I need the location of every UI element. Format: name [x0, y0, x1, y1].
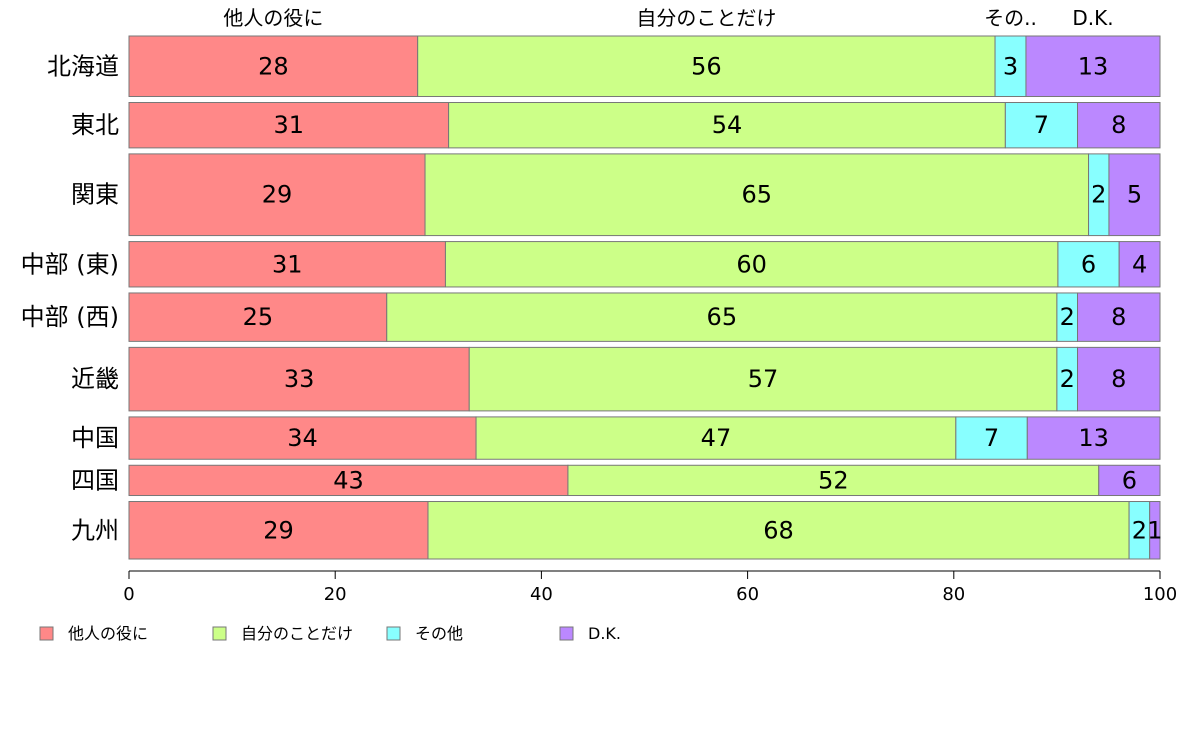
segment-label: 7 — [984, 424, 999, 452]
segment-label: 31 — [274, 111, 305, 139]
legend-swatch — [386, 626, 401, 641]
bar-segment — [1077, 102, 1161, 149]
segment-label: 47 — [701, 424, 732, 452]
bar-segment — [1077, 346, 1161, 412]
bar-segment — [128, 416, 477, 460]
segment-label: 31 — [272, 250, 303, 278]
segment-label: 2 — [1060, 303, 1075, 331]
bar-segment — [1077, 292, 1161, 342]
bar-segment — [427, 501, 1130, 560]
top-series-label: その.. — [984, 6, 1037, 30]
segment-label: 60 — [736, 250, 767, 278]
segment-label: 13 — [1078, 424, 1109, 452]
bar-segment — [468, 346, 1058, 412]
segment-label: 54 — [712, 111, 743, 139]
legend-label: 他人の役に — [68, 624, 148, 643]
segment-label: 6 — [1081, 250, 1096, 278]
category-label: 九州 — [71, 516, 119, 544]
segment-label: 7 — [1034, 111, 1049, 139]
bar-segment — [128, 35, 419, 98]
bar-segment — [444, 241, 1059, 288]
bar-segment — [1025, 35, 1161, 98]
segment-label: 52 — [818, 466, 849, 494]
segment-label: 5 — [1127, 181, 1142, 209]
bar-segment — [1098, 464, 1161, 497]
x-tick-label: 40 — [530, 584, 553, 605]
top-series-label: 他人の役に — [223, 6, 323, 30]
x-tick-label: 0 — [123, 584, 134, 605]
segment-label: 33 — [284, 365, 315, 393]
bar-segment — [128, 102, 450, 149]
bar-segment — [386, 292, 1058, 342]
segment-label: 65 — [742, 181, 773, 209]
bar-segment — [955, 416, 1028, 460]
segment-label: 43 — [333, 466, 364, 494]
legend-label: その他 — [415, 624, 463, 643]
bar-segment — [1118, 241, 1161, 288]
segment-label: 68 — [763, 516, 794, 544]
segment-label: 6 — [1122, 466, 1137, 494]
category-label: 中国 — [71, 424, 119, 452]
segment-label: 57 — [748, 365, 779, 393]
bar-segment — [567, 464, 1100, 497]
segment-label: 8 — [1111, 111, 1126, 139]
x-tick-label: 100 — [1143, 584, 1177, 605]
segment-label: 4 — [1132, 250, 1147, 278]
segment-label: 25 — [243, 303, 274, 331]
legend-swatch — [559, 626, 574, 641]
bar-segment — [475, 416, 957, 460]
legend-label: D.K. — [588, 624, 621, 643]
segment-label: 8 — [1111, 303, 1126, 331]
x-tick-label: 20 — [324, 584, 347, 605]
segment-label: 28 — [258, 52, 289, 80]
bar-segment — [128, 241, 446, 288]
legend: 他人の役に 自分のことだけ その他 D.K. — [39, 624, 621, 643]
bar-segment — [448, 102, 1006, 149]
bar-segment — [128, 292, 388, 342]
segment-label: 1 — [1147, 516, 1162, 544]
legend-swatch — [212, 626, 227, 641]
segment-label: 8 — [1111, 365, 1126, 393]
bar-segment — [424, 153, 1090, 237]
legend-swatch — [39, 626, 54, 641]
legend-label: 自分のことだけ — [241, 624, 353, 643]
category-label: 近畿 — [71, 365, 119, 393]
segment-label: 29 — [263, 516, 294, 544]
segment-label: 65 — [707, 303, 738, 331]
category-label: 関東 — [71, 181, 119, 209]
segment-label: 34 — [287, 424, 318, 452]
x-tick-label: 60 — [736, 584, 759, 605]
category-label: 四国 — [71, 466, 119, 494]
category-label: 中部 (西) — [21, 303, 119, 331]
bar-segment — [128, 464, 569, 497]
category-label: 中部 (東) — [21, 250, 119, 278]
bar-segment — [994, 35, 1027, 98]
x-axis: 0 20 40 60 80 100 — [123, 570, 1177, 605]
top-labels-group: 他人の役に 自分のことだけ その.. D.K. — [223, 6, 1113, 30]
segment-label: 2 — [1060, 365, 1075, 393]
category-label: 東北 — [71, 111, 119, 139]
bar-segment — [1108, 153, 1161, 237]
segment-label: 29 — [262, 181, 293, 209]
segment-label: 2 — [1132, 516, 1147, 544]
bar-segment — [1026, 416, 1161, 460]
x-tick-label: 80 — [942, 584, 965, 605]
bar-segment — [417, 35, 996, 98]
category-label: 北海道 — [47, 52, 119, 80]
bar-segment — [128, 153, 426, 237]
bar-segment — [1004, 102, 1079, 149]
bar-segment — [1149, 501, 1161, 560]
segment-label: 13 — [1078, 52, 1109, 80]
segment-label: 56 — [691, 52, 722, 80]
segment-label: 2 — [1091, 181, 1106, 209]
bar-segment — [1057, 241, 1120, 288]
top-series-label: D.K. — [1072, 6, 1113, 30]
segment-label: 3 — [1003, 52, 1018, 80]
top-series-label: 自分のことだけ — [636, 6, 776, 30]
